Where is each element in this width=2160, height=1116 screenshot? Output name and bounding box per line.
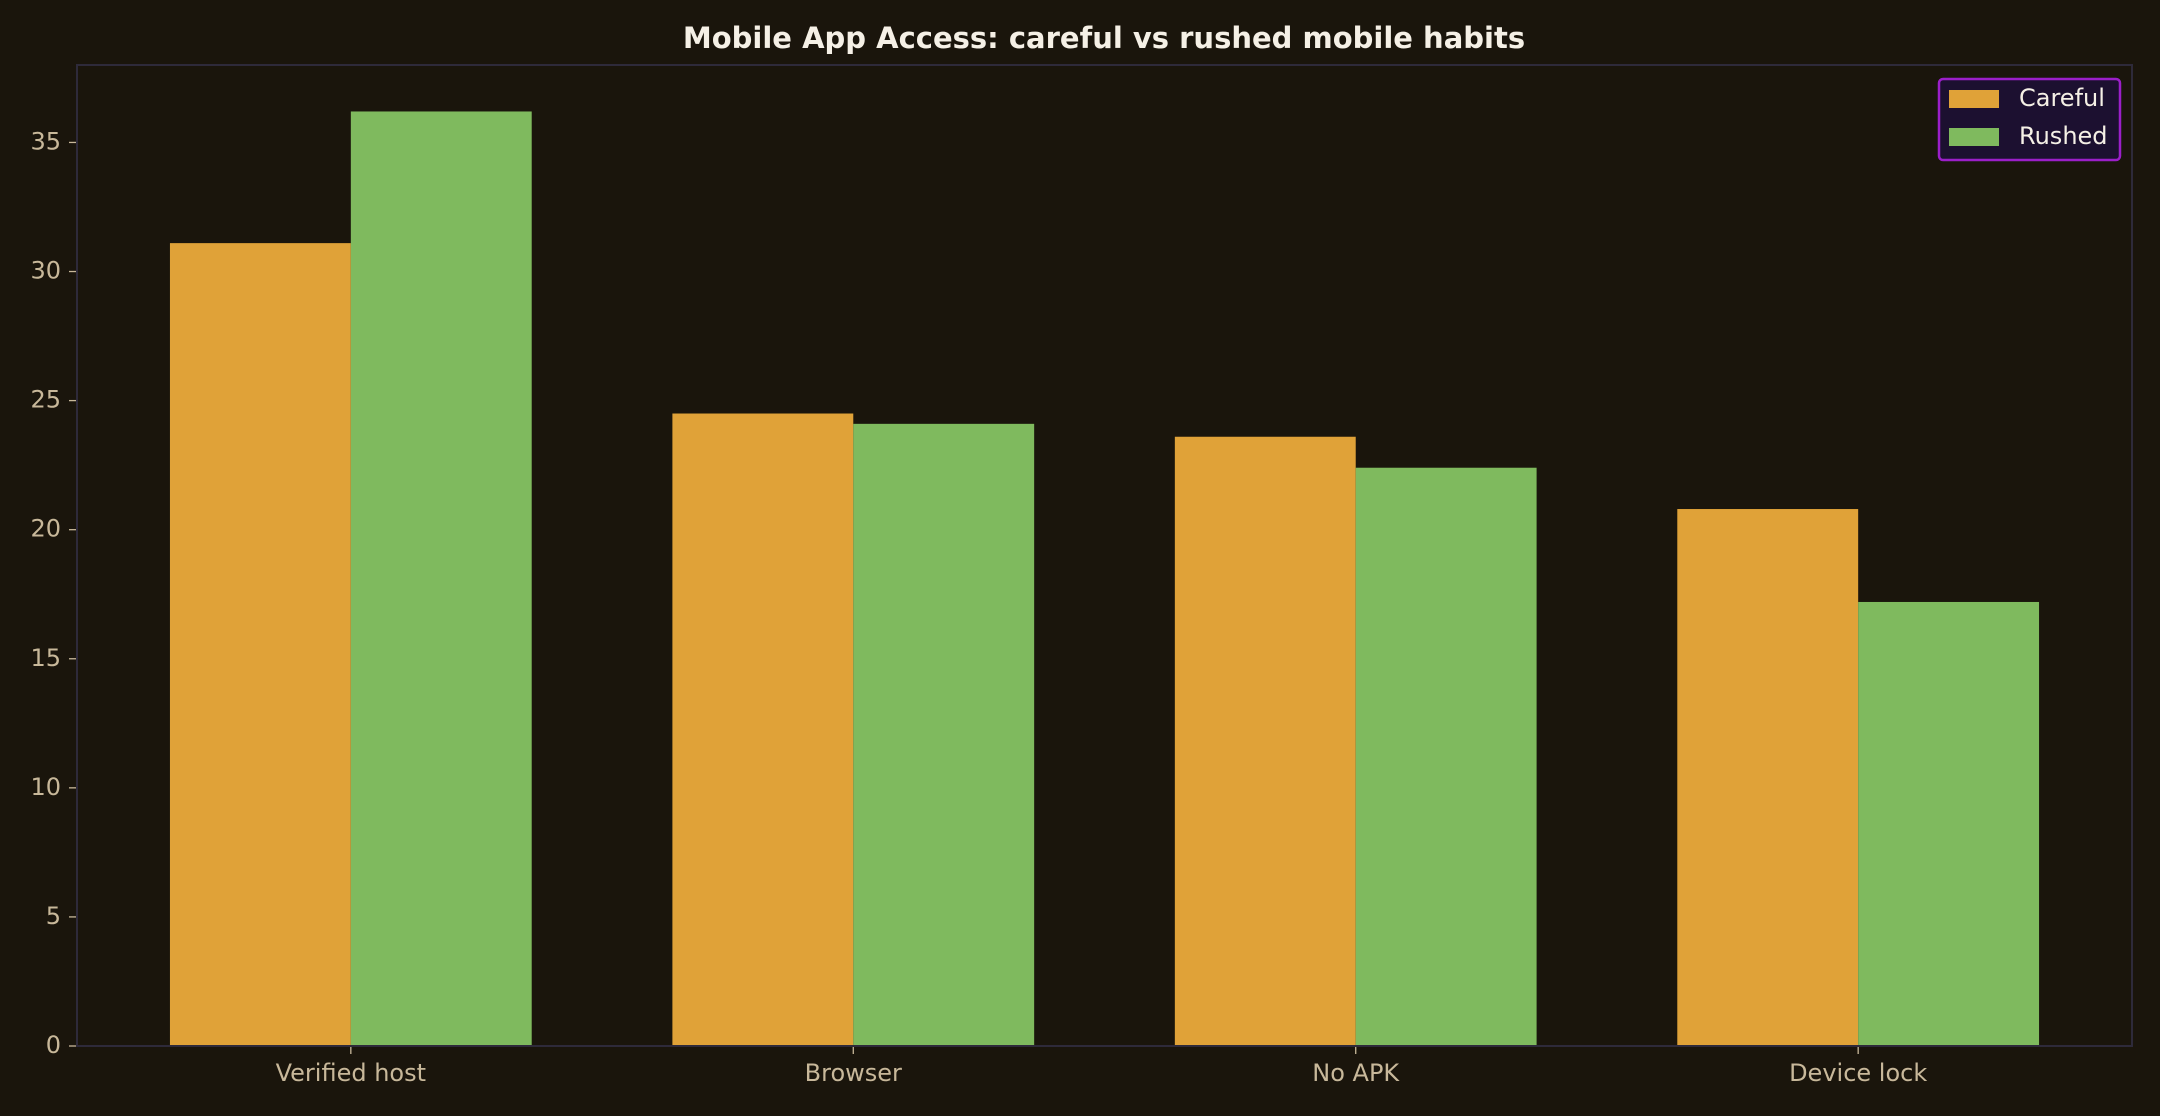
y-tick-label: 30 [30,257,61,285]
bar [1677,509,1859,1046]
bar [350,111,532,1046]
y-tick-label: 35 [30,127,61,155]
y-tick-label: 25 [30,386,61,414]
legend-label: Careful [2019,84,2105,112]
x-tick-label: Browser [805,1059,902,1087]
legend-swatch [1949,128,1999,146]
x-tick-label: Verified host [276,1059,426,1087]
y-tick-label: 0 [46,1031,61,1059]
bar [853,423,1035,1046]
bar [1858,601,2040,1046]
bar [1355,467,1537,1046]
legend-swatch [1949,90,1999,108]
legend: Careful Rushed [1937,77,2122,162]
x-tick-label: No APK [1312,1059,1400,1087]
y-tick-label: 5 [46,902,61,930]
plot-frame [76,64,2133,1047]
y-tick-label: 10 [30,773,61,801]
bar [169,243,351,1046]
x-tick-label: Device lock [1789,1059,1927,1087]
bar [672,413,854,1046]
y-tick-label: 15 [30,644,61,672]
chart-title: Mobile App Access: careful vs rushed mob… [683,21,1525,55]
bar [1174,436,1356,1046]
legend-label: Rushed [2019,122,2108,150]
y-tick-label: 20 [30,515,61,543]
